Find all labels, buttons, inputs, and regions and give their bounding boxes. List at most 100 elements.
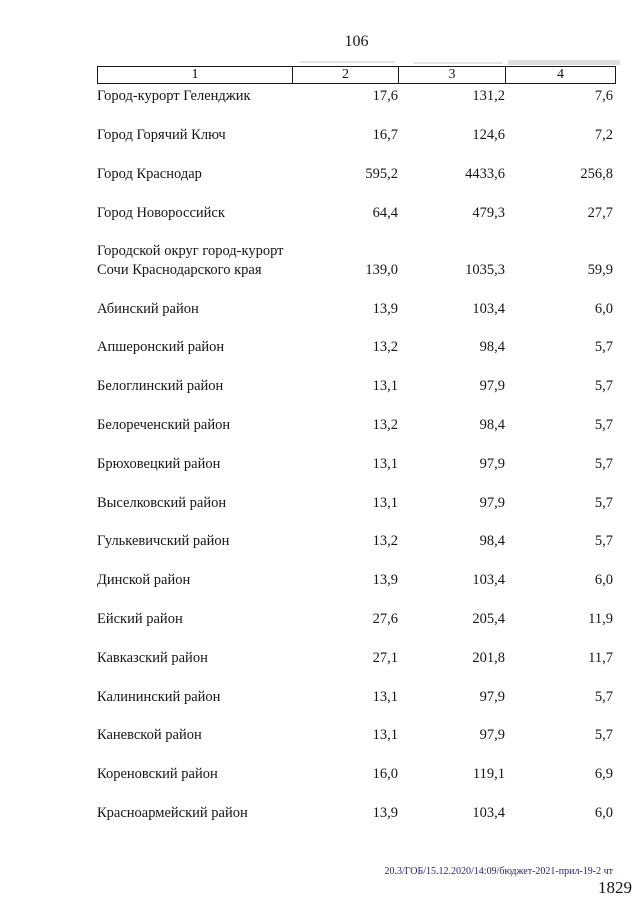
- footer-document-code: 20.3/ГОБ/15.12.2020/14:09/бюджет-2021-пр…: [384, 866, 613, 877]
- page-number: 106: [344, 33, 369, 50]
- row-value-col3: 131,2: [472, 88, 505, 105]
- row-value-col4: 5,7: [594, 533, 613, 550]
- row-value-col3: 4433,6: [465, 165, 505, 182]
- scan-artifact: [508, 60, 620, 65]
- row-value-col3: 479,3: [472, 204, 505, 221]
- row-value-col4: 5,7: [594, 378, 613, 395]
- row-name: Выселковский район: [97, 494, 227, 511]
- row-value-col2: 13,1: [372, 378, 398, 395]
- row-value-col2: 27,1: [372, 649, 398, 666]
- row-value-col3: 1035,3: [465, 261, 505, 278]
- row-value-col4: 6,9: [594, 766, 613, 783]
- row-value-col4: 7,6: [594, 88, 613, 105]
- row-value-col4: 6,0: [594, 572, 613, 589]
- row-value-col4: 5,7: [594, 688, 613, 705]
- row-name: Город Новороссийск: [97, 204, 225, 221]
- row-value-col3: 103,4: [472, 804, 505, 821]
- row-name: Динской район: [97, 572, 191, 589]
- table-body: Город-курорт Геленджик 17,6 131,2 7,6 Город …: [97, 84, 616, 840]
- table-row: Апшеронский район 13,2 98,4 5,7: [97, 335, 616, 374]
- row-value-col4: 6,0: [594, 300, 613, 317]
- row-value-col2: 13,1: [372, 727, 398, 744]
- row-value-col3: 103,4: [472, 300, 505, 317]
- scan-artifact: [300, 61, 395, 63]
- row-value-col2: 64,4: [372, 204, 398, 221]
- row-name: Калининский район: [97, 688, 221, 705]
- table-row: Город Новороссийск 64,4 479,3 27,7: [97, 200, 616, 239]
- row-value-col4: 11,7: [588, 649, 613, 666]
- column-header-1: 1: [98, 67, 293, 83]
- row-value-col3: 97,9: [479, 455, 505, 472]
- table-row: Город Краснодар 595,2 4433,6 256,8: [97, 162, 616, 201]
- table-row: Красноармейский район 13,9 103,4 6,0: [97, 801, 616, 840]
- row-name: Абинский район: [97, 300, 199, 317]
- row-value-col2: 13,2: [372, 416, 398, 433]
- table-row: Брюховецкий район 13,1 97,9 5,7: [97, 452, 616, 491]
- table-row: Абинский район 13,9 103,4 6,0: [97, 296, 616, 335]
- row-value-col2: 13,2: [372, 339, 398, 356]
- row-value-col2: 16,0: [372, 766, 398, 783]
- row-value-col3: 201,8: [472, 649, 505, 666]
- row-name: Город-курорт Геленджик: [97, 88, 251, 105]
- row-name: Каневской район: [97, 727, 202, 744]
- row-value-col4: 5,7: [594, 494, 613, 511]
- row-value-col2: 13,1: [372, 455, 398, 472]
- table-row: Калининский район 13,1 97,9 5,7: [97, 684, 616, 723]
- row-value-col2: 27,6: [372, 610, 398, 627]
- table-row: Город Горячий Ключ 16,7 124,6 7,2: [97, 123, 616, 162]
- row-name: Брюховецкий район: [97, 455, 221, 472]
- row-name: Гулькевичский район: [97, 533, 230, 550]
- row-value-col3: 97,9: [479, 494, 505, 511]
- table-row: Выселковский район 13,1 97,9 5,7: [97, 490, 616, 529]
- data-table: 1 2 3 4 Город-курорт Геленджик 17,6 131,2 7…: [97, 66, 616, 840]
- table-row: Белоглинский район 13,1 97,9 5,7: [97, 374, 616, 413]
- table-row: Городской округ город-курорт Сочи Красно…: [97, 239, 616, 296]
- row-name: Кореновский район: [97, 766, 218, 783]
- row-value-col3: 98,4: [479, 533, 505, 550]
- row-value-col3: 103,4: [472, 572, 505, 589]
- table-header-row: 1 2 3 4: [97, 66, 616, 84]
- row-value-col4: 5,7: [594, 727, 613, 744]
- row-value-col4: 7,2: [594, 126, 613, 143]
- row-name: Белоглинский район: [97, 378, 224, 395]
- row-name: Городской округ город-курорт Сочи Красно…: [97, 243, 284, 278]
- row-value-col3: 124,6: [472, 126, 505, 143]
- row-value-col2: 16,7: [372, 126, 398, 143]
- row-value-col3: 97,9: [479, 378, 505, 395]
- row-value-col2: 13,2: [372, 533, 398, 550]
- table-row: Белореченский район 13,2 98,4 5,7: [97, 413, 616, 452]
- table-row: Динской район 13,9 103,4 6,0: [97, 568, 616, 607]
- row-value-col3: 97,9: [479, 727, 505, 744]
- row-value-col4: 11,9: [588, 610, 613, 627]
- row-value-col2: 139,0: [365, 261, 398, 278]
- row-value-col2: 13,1: [372, 494, 398, 511]
- row-value-col4: 5,7: [594, 455, 613, 472]
- row-value-col2: 17,6: [372, 88, 398, 105]
- row-value-col2: 13,9: [372, 804, 398, 821]
- row-name: Апшеронский район: [97, 339, 225, 356]
- row-name: Кавказский район: [97, 649, 208, 666]
- row-value-col4: 5,7: [594, 416, 613, 433]
- row-name: Ейский район: [97, 610, 183, 627]
- row-value-col4: 27,7: [587, 204, 613, 221]
- row-value-col2: 13,1: [372, 688, 398, 705]
- table-row: Каневской район 13,1 97,9 5,7: [97, 723, 616, 762]
- row-value-col3: 119,1: [472, 766, 505, 783]
- table-row: Кавказский район 27,1 201,8 11,7: [97, 646, 616, 685]
- row-value-col4: 6,0: [594, 804, 613, 821]
- row-value-col3: 205,4: [472, 610, 505, 627]
- table-row: Кореновский район 16,0 119,1 6,9: [97, 762, 616, 801]
- row-value-col3: 98,4: [479, 416, 505, 433]
- row-name: Белореченский район: [97, 416, 231, 433]
- row-value-col3: 97,9: [479, 688, 505, 705]
- footer-page-number: 1829: [598, 878, 632, 897]
- row-value-col4: 59,9: [587, 261, 613, 278]
- row-value-col4: 5,7: [594, 339, 613, 356]
- row-value-col3: 98,4: [479, 339, 505, 356]
- table-row: Город-курорт Геленджик 17,6 131,2 7,6: [97, 84, 616, 123]
- table-row: Ейский район 27,6 205,4 11,9: [97, 607, 616, 646]
- column-header-3: 3: [399, 67, 506, 83]
- column-header-4: 4: [557, 67, 564, 82]
- row-value-col2: 13,9: [372, 572, 398, 589]
- row-value-col4: 256,8: [580, 165, 613, 182]
